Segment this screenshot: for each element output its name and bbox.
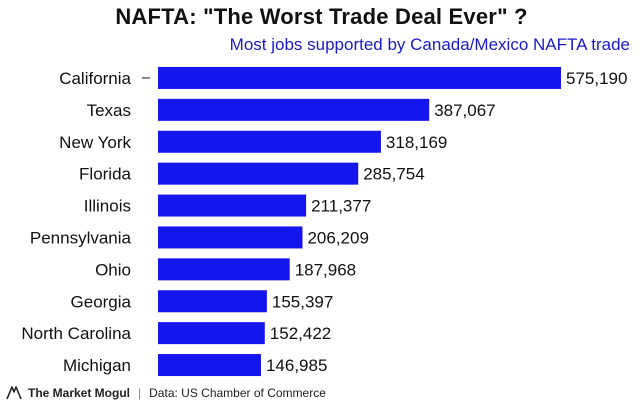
chart-subtitle: Most jobs supported by Canada/Mexico NAF… [229,35,630,54]
value-label: 187,968 [295,260,356,279]
category-label: Ohio [95,260,131,279]
bar-california [158,66,561,89]
value-label: 211,377 [311,197,371,216]
bar-texas [158,98,430,121]
bar-florida [158,162,359,185]
value-label: 318,169 [386,133,447,152]
value-label: 387,067 [434,101,495,120]
category-label: California [59,69,131,88]
category-label: Pennsylvania [30,228,132,247]
category-label: Texas [87,101,131,120]
bar-new-york [158,130,381,153]
category-label: Illinois [84,197,131,216]
bar-georgia [158,290,267,313]
bar-michigan [158,354,261,377]
value-label: 155,397 [272,292,333,311]
bar-pennsylvania [158,226,303,249]
bar-illinois [158,194,307,217]
category-label: Florida [79,165,132,184]
bar-ohio [158,258,290,281]
value-label: 206,209 [307,228,368,247]
category-label: North Carolina [21,324,131,343]
brand-name: The Market Mogul [28,386,131,400]
value-label: 152,422 [270,324,331,343]
category-label: Michigan [63,356,131,375]
data-source: Data: US Chamber of Commerce [149,386,326,400]
category-label: New York [59,133,131,152]
value-label: 285,754 [363,165,424,184]
value-label: 575,190 [566,69,627,88]
footer-separator: | [138,386,142,400]
bar-north-carolina [158,322,265,345]
category-label: Georgia [71,292,132,311]
value-label: 146,985 [266,356,327,375]
footer: The Market Mogul | Data: US Chamber of C… [6,386,326,400]
chart-title: NAFTA: "The Worst Trade Deal Ever" ? [115,4,528,29]
market-mogul-logo-icon [6,386,22,400]
